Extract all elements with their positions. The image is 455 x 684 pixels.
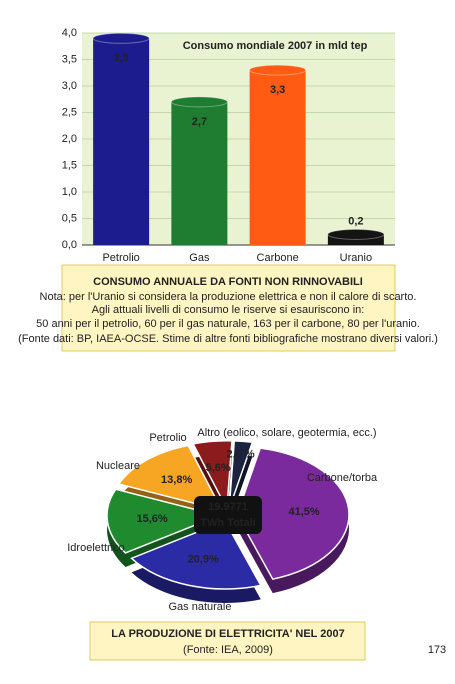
y-tick-label: 2,0 [62,133,77,145]
category-label: Petrolio [149,432,186,444]
value-label: 41,5% [288,506,319,518]
bar [171,101,228,246]
center-label: TWh Totali [200,517,255,529]
caption-line: (Fonte dati: BP, IAEA-OCSE. Stime di alt… [18,333,438,345]
caption-box [89,621,366,661]
category-label: Gas naturale [169,601,232,613]
value-label: 5,6% [206,462,231,474]
y-tick-label: 1,5 [62,159,77,171]
slice [130,520,262,590]
value-label: 2,6 % [226,449,254,461]
slice [106,488,222,554]
caption-title: CONSUMO ANNUALE DA FONTI NON RINNOVABILI [93,276,363,288]
category-label: Carbone/torba [307,472,378,484]
caption-line: 50 anni per il petrolio, 60 per il gas n… [36,318,420,330]
category-label: Idroelettrico [67,542,124,554]
y-tick-label: 2,5 [62,106,77,118]
value-label: 20,9% [188,553,219,565]
slice [191,440,233,512]
y-tick-label: 0,0 [62,239,77,251]
bar [93,38,150,245]
slice [228,440,254,509]
value-label: 3,9 [113,52,128,64]
page-number: 173 [428,644,446,656]
value-label: 2,7 [192,116,207,128]
value-label: 13,8% [161,474,192,486]
x-tick-label: Petrolio [102,252,139,264]
slice [117,444,224,512]
x-tick-label: Carbone [257,252,299,264]
bar-cap [249,64,307,76]
caption-line: Agli attuali livelli di consumo le riser… [92,304,365,316]
y-tick-label: 3,0 [62,80,77,92]
y-tick-label: 4,0 [62,27,77,39]
bar-cap [92,32,150,44]
value-label: 15,6% [137,513,168,525]
x-tick-label: Uranio [340,252,372,264]
center-box [194,496,262,534]
caption-line: Nota: per l'Uranio si considera la produ… [40,291,417,303]
caption-line: (Fonte: IEA, 2009) [183,644,273,656]
center-label: 19.9771 [208,501,248,513]
y-tick-label: 1,0 [62,186,77,198]
value-label: 0,2 [348,215,363,227]
value-label: 3,3 [270,84,285,96]
caption-title: LA PRODUZIONE DI ELETTRICITA' NEL 2007 [111,628,344,640]
category-label: Nucleare [96,460,140,472]
category-label: Altro (eolico, solare, geotermia, ecc.) [197,427,376,439]
slice [236,447,350,580]
y-tick-label: 0,5 [62,212,77,224]
bar-cap [170,96,228,108]
caption-box [61,264,396,352]
bar-cap [327,228,385,240]
bar [249,70,306,245]
bar-chart-title: Consumo mondiale 2007 in mld tep [183,40,368,52]
x-tick-label: Gas [189,252,210,264]
bar [327,234,384,245]
y-tick-label: 3,5 [62,53,77,65]
